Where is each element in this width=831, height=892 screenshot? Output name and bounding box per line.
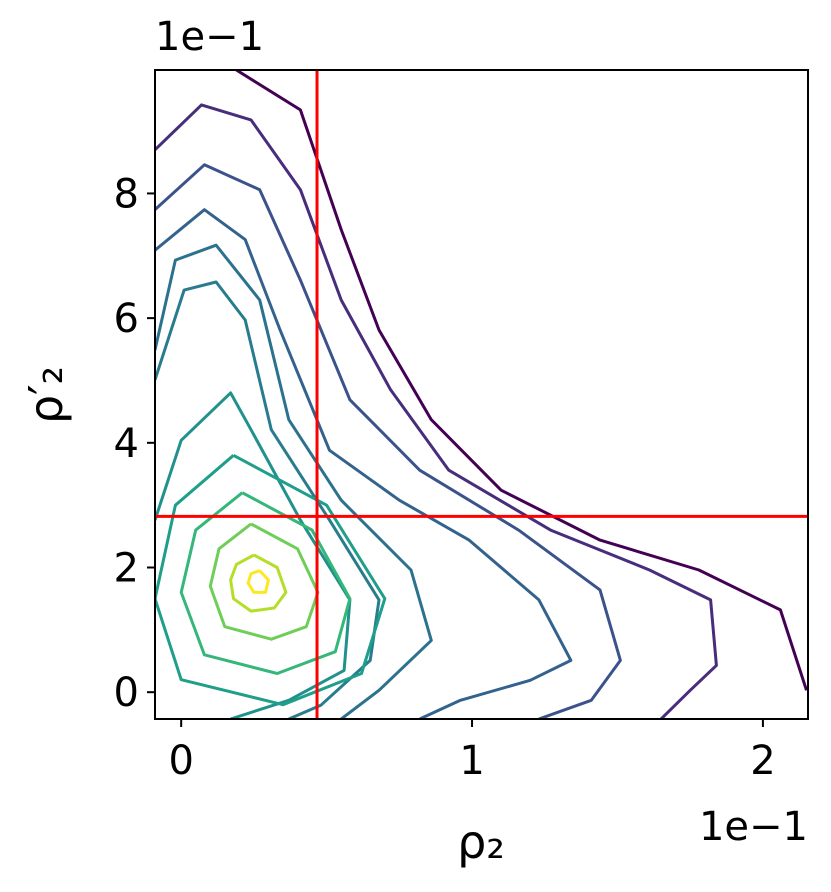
y-tick-label: 8 (114, 171, 139, 217)
contour-line (155, 103, 718, 719)
contour-line (179, 491, 352, 675)
contour-line (155, 280, 381, 719)
x-axis-label: ρ₂ (457, 815, 505, 869)
plot-area (155, 70, 808, 719)
y-tick-label: 2 (114, 546, 139, 592)
contour-line (155, 453, 387, 707)
y-offset-label: 1e−1 (155, 14, 264, 60)
contour-line (155, 391, 352, 719)
axes-frame (154, 69, 809, 720)
x-tick-label: 1 (459, 738, 484, 784)
contour-line (155, 243, 433, 719)
y-axis-label: ρ′₂ (19, 366, 73, 424)
x-offset-label: 1e−1 (699, 804, 808, 850)
y-tick-label: 6 (114, 296, 139, 342)
contour-line (235, 70, 808, 691)
contour-line (208, 522, 320, 641)
y-tick-label: 4 (114, 421, 139, 467)
y-tick-label: 0 (114, 670, 139, 716)
contour-line (246, 569, 270, 594)
contour-line (155, 208, 573, 719)
contour-line (229, 553, 288, 613)
x-tick-label: 0 (168, 738, 193, 784)
contour-line (155, 163, 622, 719)
x-tick-label: 2 (750, 738, 775, 784)
